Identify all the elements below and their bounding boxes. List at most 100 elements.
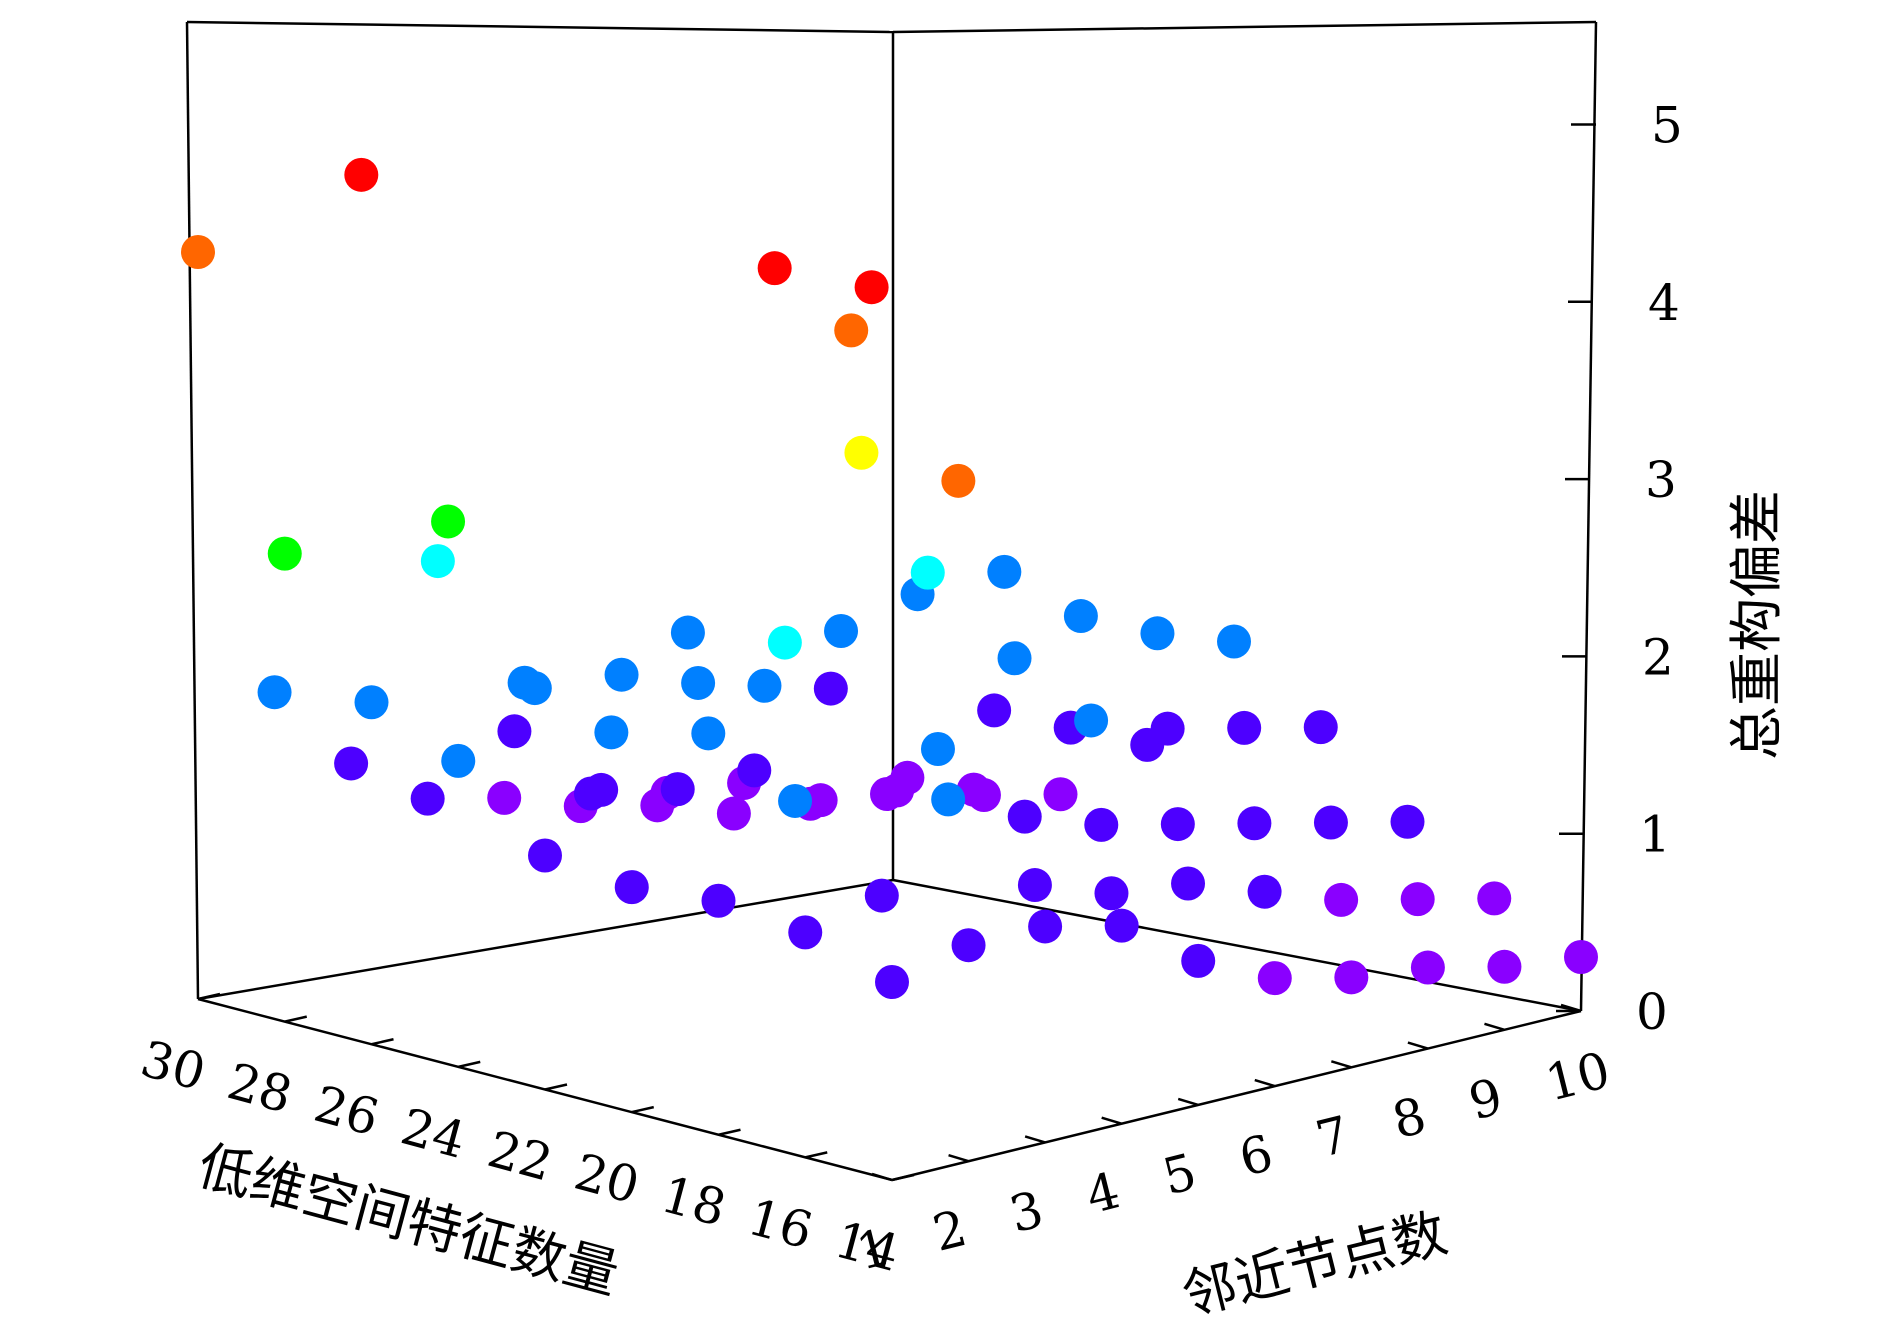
scatter-point: [864, 878, 899, 913]
scatter-point: [977, 693, 1012, 728]
y-tick-mark: [871, 1172, 893, 1182]
x-tick-mark: [718, 1128, 741, 1136]
scatter-point: [875, 965, 909, 999]
scatter-point: [1160, 807, 1195, 842]
z-tick-label: 5: [1651, 97, 1683, 155]
scatter-point: [1104, 908, 1139, 943]
scatter-point: [1150, 711, 1185, 746]
y-tick-mark: [1177, 1097, 1199, 1107]
scatter-point: [824, 613, 859, 648]
scatter-point: [660, 772, 695, 807]
scatter-point: [1181, 943, 1216, 978]
scatter-point: [941, 463, 976, 498]
x-tick-mark: [891, 1173, 915, 1182]
x-tick-label: 20: [569, 1143, 645, 1215]
x-tick-mark: [457, 1060, 481, 1069]
axes-frame: [185, 20, 1598, 1182]
scatter-point: [951, 928, 986, 963]
z-tick-label: 4: [1648, 274, 1680, 332]
scatter-point: [834, 313, 869, 348]
x-tick-mark: [371, 1038, 394, 1046]
floor-left-back-edge: [197, 878, 894, 1001]
z-tick-label: 2: [1642, 628, 1674, 686]
scatter-point: [267, 536, 302, 571]
scatter-point: [1074, 703, 1109, 738]
z-tick-label: 0: [1636, 983, 1668, 1041]
scatter-point: [987, 554, 1022, 589]
scatter-point: [354, 685, 389, 720]
y-tick-label: 2: [927, 1199, 972, 1263]
y-tick-label: 3: [1004, 1180, 1049, 1244]
y-tick-label: 6: [1234, 1124, 1279, 1188]
scatter-point: [257, 675, 292, 710]
x-axis-label: 低维空间特征数量: [192, 1134, 626, 1307]
scatter-point: [1171, 866, 1206, 901]
x-tick-label: 18: [655, 1165, 731, 1237]
scatter-point: [1303, 710, 1338, 745]
scatter-point: [1084, 807, 1119, 842]
scatter-point: [757, 251, 792, 286]
scatter-point: [767, 625, 802, 660]
scatter-point: [1017, 868, 1052, 903]
scatter-point: [1334, 960, 1369, 995]
z-axis-label: 总重构偏差: [1725, 490, 1788, 760]
scatter-point: [1257, 961, 1292, 996]
y-axis-label: 邻近节点数: [1176, 1201, 1453, 1327]
x-tick-label: 30: [135, 1030, 211, 1102]
z-ticks: 0 1 2 3 4 5: [1556, 97, 1683, 1041]
scatter-point: [1007, 799, 1042, 834]
back-left-edge: [185, 21, 200, 1000]
scatter-point: [1400, 882, 1435, 917]
scatter-point: [410, 781, 445, 816]
scatter-point: [1313, 805, 1348, 840]
scatter-point: [1477, 881, 1512, 916]
y-tick-label: 4: [1081, 1161, 1126, 1225]
y-tick-mark: [1407, 1041, 1429, 1050]
scatter-point: [1043, 777, 1078, 812]
x-tick-label: 26: [308, 1075, 384, 1147]
scatter-point: [1094, 876, 1129, 911]
scatter-point: [420, 544, 455, 579]
y-tick-mark: [1101, 1116, 1123, 1125]
y-tick-mark: [948, 1154, 969, 1163]
y-tick-mark: [1024, 1135, 1046, 1144]
x-tick-mark: [544, 1083, 568, 1091]
scatter-point: [1247, 874, 1282, 909]
scatter-point: [334, 746, 369, 781]
scatter-point: [1324, 882, 1359, 917]
scatter-point: [517, 671, 552, 706]
top-left-edge: [186, 20, 894, 34]
scatter-point: [803, 783, 838, 818]
floor-right-back-edge: [892, 878, 1582, 1013]
scatter-point: [614, 870, 649, 905]
scatter-point: [1028, 909, 1063, 944]
scatter-point: [854, 270, 889, 305]
scatter-point: [594, 715, 629, 750]
scatter-point: [931, 782, 966, 817]
x-tick-label: 24: [395, 1097, 471, 1169]
y-tick-mark: [1330, 1060, 1352, 1069]
scatter-point: [844, 435, 879, 470]
back-right-edge: [1579, 21, 1598, 1012]
z-tick-label: 3: [1645, 451, 1677, 509]
scatter-point: [997, 641, 1032, 676]
scatter-point: [737, 753, 772, 788]
scatter-point: [1390, 804, 1425, 839]
scatter-point: [681, 665, 716, 700]
z-tick-label: 1: [1639, 806, 1671, 864]
y-tick-label: 7: [1310, 1105, 1355, 1169]
scatter-point: [1237, 806, 1272, 841]
scatter-point: [1140, 616, 1175, 651]
scatter-point: [497, 714, 532, 749]
scatter-point: [1217, 624, 1251, 659]
scatter-point: [813, 671, 848, 706]
scatter-point: [181, 235, 215, 269]
scatter-point: [890, 760, 925, 795]
y-tick-label: 8: [1387, 1086, 1432, 1150]
scatter-point: [1227, 710, 1262, 745]
scatter-point: [1564, 940, 1598, 974]
data-points: [181, 157, 1598, 999]
scatter-point: [910, 555, 945, 590]
scatter-point: [920, 732, 955, 767]
